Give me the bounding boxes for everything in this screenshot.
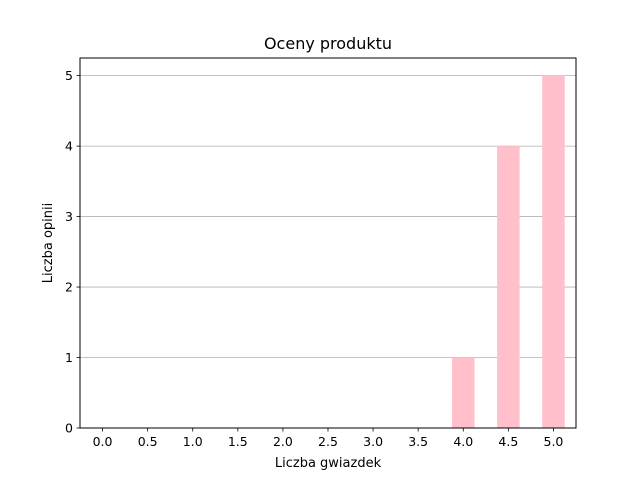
y-ticks: 0 1 2 3 4 5	[65, 68, 80, 436]
x-tick-label: 1.0	[183, 434, 203, 449]
x-tick-label: 0.5	[138, 434, 158, 449]
chart-title: Oceny produktu	[264, 34, 392, 53]
x-tick-label: 1.5	[228, 434, 248, 449]
x-ticks: 0.0 0.5 1.0 1.5 2.0 2.5 3.0 3.5 4.0 4.5 5.0	[93, 428, 564, 449]
bars	[452, 75, 565, 428]
y-tick-label: 5	[65, 68, 73, 83]
bar	[542, 75, 565, 428]
x-axis-label: Liczba gwiazdek	[275, 456, 382, 471]
x-tick-label: 5.0	[544, 434, 564, 449]
bar	[497, 146, 520, 428]
bar	[452, 357, 475, 428]
y-tick-label: 1	[65, 350, 73, 365]
y-tick-label: 3	[65, 209, 73, 224]
x-tick-label: 2.5	[318, 434, 338, 449]
x-tick-label: 4.5	[498, 434, 518, 449]
x-tick-label: 3.0	[363, 434, 383, 449]
plot-frame	[79, 57, 577, 429]
y-tick-label: 0	[65, 421, 73, 436]
y-tick-label: 2	[65, 280, 73, 295]
x-tick-label: 0.0	[93, 434, 113, 449]
x-tick-label: 2.0	[273, 434, 293, 449]
y-tick-label: 4	[65, 139, 73, 154]
y-axis-label: Liczba opinii	[41, 203, 56, 283]
x-tick-label: 4.0	[453, 434, 473, 449]
x-tick-label: 3.5	[408, 434, 428, 449]
